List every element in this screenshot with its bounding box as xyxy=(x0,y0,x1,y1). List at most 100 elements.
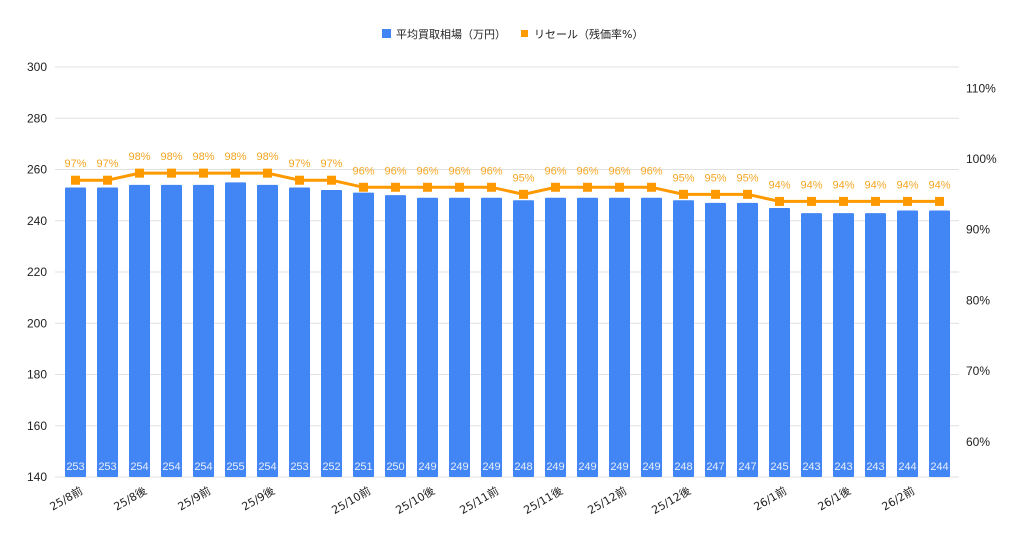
y-right-tick-label: 70% xyxy=(966,364,990,378)
line-value-label: 96% xyxy=(352,165,374,177)
line-point-marker[interactable] xyxy=(743,189,752,199)
x-tick-label: 26/1前 xyxy=(751,483,789,513)
line-series: 97% 97% 98% 98% 98% 98% 98% 97% 97% 96% 96% 96% 96% 9… xyxy=(64,151,951,206)
bar[interactable] xyxy=(545,197,566,477)
line-point-marker[interactable] xyxy=(935,196,944,206)
line-value-label: 97% xyxy=(96,158,118,170)
line-value-label: 98% xyxy=(224,151,246,163)
line-point-marker[interactable] xyxy=(295,175,304,185)
bar-value-label: 247 xyxy=(738,461,756,473)
line-point-marker[interactable] xyxy=(839,196,848,206)
line-point-marker[interactable] xyxy=(327,175,336,185)
bar[interactable] xyxy=(737,202,758,477)
line-point-marker[interactable] xyxy=(455,182,464,192)
line-value-label: 98% xyxy=(256,151,278,163)
line-point-marker[interactable] xyxy=(871,196,880,206)
line-point-marker[interactable] xyxy=(231,168,240,178)
bar[interactable] xyxy=(929,210,950,478)
line-value-label: 97% xyxy=(320,158,342,170)
line-value-label: 96% xyxy=(576,165,598,177)
bar[interactable] xyxy=(801,213,822,477)
line-point-marker[interactable] xyxy=(487,182,496,192)
line-point-marker[interactable] xyxy=(167,168,176,178)
x-tick-label: 25/8前 xyxy=(47,483,85,513)
line-point-marker[interactable] xyxy=(551,182,560,192)
y-right-tick-label: 110% xyxy=(966,81,996,95)
line-value-label: 97% xyxy=(64,158,86,170)
line-point-marker[interactable] xyxy=(711,189,720,199)
line-point-marker[interactable] xyxy=(807,196,816,206)
line-point-marker[interactable] xyxy=(199,168,208,178)
x-tick-label: 26/1後 xyxy=(815,483,853,513)
bar-value-label: 253 xyxy=(66,461,84,473)
legend-bar-label[interactable]: 平均買取相場（万円） xyxy=(396,28,506,41)
line-point-marker[interactable] xyxy=(71,175,80,185)
line-point-marker[interactable] xyxy=(583,182,592,192)
line-point-marker[interactable] xyxy=(615,182,624,192)
line-value-label: 96% xyxy=(608,165,630,177)
legend-line-swatch xyxy=(521,30,528,37)
bar-value-label: 255 xyxy=(226,461,244,473)
bar[interactable] xyxy=(97,187,118,477)
line-point-marker[interactable] xyxy=(391,182,400,192)
bar[interactable] xyxy=(129,184,150,477)
bar-value-label: 248 xyxy=(514,461,532,473)
bar-value-label: 243 xyxy=(866,461,884,473)
bar[interactable] xyxy=(289,187,310,477)
bar-value-label: 249 xyxy=(642,461,660,473)
bar[interactable] xyxy=(577,197,598,477)
line-point-marker[interactable] xyxy=(263,168,272,178)
bar[interactable] xyxy=(641,197,662,477)
line-point-marker[interactable] xyxy=(647,182,656,192)
bar[interactable] xyxy=(225,182,246,477)
bar[interactable] xyxy=(257,184,278,477)
line-point-marker[interactable] xyxy=(775,196,784,206)
bar[interactable] xyxy=(353,192,374,477)
bar-value-label: 248 xyxy=(674,461,692,473)
line-value-label: 95% xyxy=(672,172,694,184)
line-point-marker[interactable] xyxy=(519,189,528,199)
bar[interactable] xyxy=(705,202,726,477)
bar[interactable] xyxy=(673,200,694,477)
line-point-marker[interactable] xyxy=(679,189,688,199)
line-point-marker[interactable] xyxy=(135,168,144,178)
bar-value-label: 253 xyxy=(290,461,308,473)
line-point-marker[interactable] xyxy=(359,182,368,192)
bar[interactable] xyxy=(833,213,854,477)
bar-value-label: 249 xyxy=(578,461,596,473)
bar-series: 253 253 254 254 254 255 254 253 252 251 250 249 249 2… xyxy=(65,182,950,477)
bar[interactable] xyxy=(897,210,918,478)
x-tick-label: 25/9後 xyxy=(239,483,277,513)
line-point-marker[interactable] xyxy=(423,182,432,192)
x-tick-label: 25/12前 xyxy=(585,483,629,516)
line-value-label: 95% xyxy=(512,172,534,184)
bar[interactable] xyxy=(481,197,502,477)
bar-value-label: 254 xyxy=(130,461,148,473)
line-value-label: 96% xyxy=(416,165,438,177)
bar-value-label: 244 xyxy=(930,461,948,473)
bar[interactable] xyxy=(193,184,214,477)
y-left-tick-label: 200 xyxy=(27,316,47,330)
line-point-marker[interactable] xyxy=(103,175,112,185)
bar[interactable] xyxy=(609,197,630,477)
bar[interactable] xyxy=(385,195,406,477)
bar[interactable] xyxy=(865,213,886,477)
x-tick-label: 25/8後 xyxy=(111,483,149,513)
bar[interactable] xyxy=(417,197,438,477)
bar[interactable] xyxy=(321,190,342,477)
line-value-label: 94% xyxy=(928,179,950,191)
bar-value-label: 249 xyxy=(482,461,500,473)
bar[interactable] xyxy=(769,207,790,477)
line-value-label: 94% xyxy=(896,179,918,191)
bar[interactable] xyxy=(449,197,470,477)
bar[interactable] xyxy=(161,184,182,477)
line-value-label: 94% xyxy=(864,179,886,191)
x-tick-label: 25/11前 xyxy=(457,483,501,516)
bar-value-label: 244 xyxy=(898,461,916,473)
line-point-marker[interactable] xyxy=(903,196,912,206)
line-value-label: 96% xyxy=(480,165,502,177)
bar[interactable] xyxy=(65,187,86,477)
legend-line-label[interactable]: リセール（残価率%） xyxy=(534,27,643,41)
y-left-tick-label: 240 xyxy=(27,214,47,228)
bar[interactable] xyxy=(513,200,534,477)
